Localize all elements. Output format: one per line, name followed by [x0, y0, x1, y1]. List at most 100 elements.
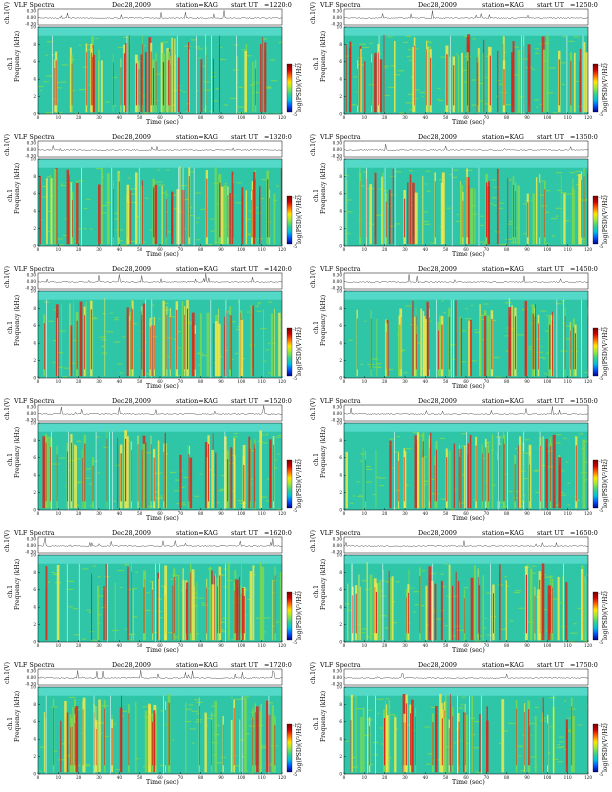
panel-date: Dec28,2009: [112, 661, 151, 669]
spectrogram-image: [38, 27, 282, 114]
x-tick-label: 80: [504, 247, 510, 252]
x-tick-label: 30: [96, 511, 102, 516]
waveform-tick-label: 0.30: [333, 8, 343, 13]
y-tick-label: 8: [33, 42, 36, 47]
x-tick-label: 60: [157, 511, 163, 516]
waveform-tick-label: 0.30: [333, 668, 343, 673]
x-tick-label: 110: [564, 247, 572, 252]
x-tick-label: 30: [402, 247, 408, 252]
y-tick-label: 6: [33, 323, 36, 328]
x-axis-label: Time (sec): [452, 383, 485, 390]
x-tick-label: 90: [218, 643, 224, 648]
waveform-strip: 0.30 0.00-0.30: [25, 404, 283, 422]
waveform-tick-label: 0.30: [333, 536, 343, 541]
x-tick-label: 100: [543, 379, 551, 384]
panel-title: VLF Spectra: [14, 529, 55, 537]
spectrogram-panel: VLF Spectra Dec28,2009 station=KAG start UT…: [306, 660, 612, 792]
y-tick-label: 10: [337, 24, 343, 29]
panel-title: VLF Spectra: [14, 265, 55, 273]
colorbar: -1 -5: [286, 459, 297, 513]
panel-date: Dec28,2009: [418, 661, 457, 669]
x-tick-label: 100: [237, 643, 245, 648]
waveform-tick-label: -0.30: [331, 285, 342, 290]
colorbar: -1 -5: [592, 195, 603, 249]
x-axis-label: Time (sec): [452, 251, 485, 258]
panel-start-ut: =1620:0: [264, 529, 292, 537]
y-tick-label: 0: [339, 507, 342, 512]
spectrogram-panel: VLF Spectra Dec28,2009 station=KAG start UT…: [0, 396, 306, 528]
waveform-strip: 0.30 0.00-0.30: [25, 536, 283, 554]
x-tick-label: 50: [137, 115, 143, 120]
x-tick-label: 50: [137, 379, 143, 384]
panel-start-label: start UT: [537, 397, 564, 405]
x-tick-label: 90: [524, 511, 530, 516]
x-tick-label: 90: [524, 643, 530, 648]
panel-start-label: start UT: [231, 265, 258, 273]
x-tick-label: 110: [258, 511, 266, 516]
x-tick-label: 20: [76, 379, 82, 384]
waveform-strip: 0.30 0.00-0.30: [331, 404, 589, 422]
x-tick-label: 60: [463, 379, 469, 384]
spectrogram-panel: VLF Spectra Dec28,2009 station=KAG start UT…: [0, 528, 306, 660]
colorbar: -1 -5: [592, 327, 603, 381]
x-axis-label: Time (sec): [452, 515, 485, 522]
x-tick-label: 90: [218, 775, 224, 780]
x-tick-label: 120: [584, 115, 592, 120]
x-tick-label: 100: [237, 115, 245, 120]
x-tick-label: 20: [382, 511, 388, 516]
y-tick-label: 4: [33, 209, 36, 214]
y-tick-label: 8: [339, 438, 342, 443]
y-tick-label: 10: [31, 684, 37, 689]
y-tick-label: 4: [339, 473, 342, 478]
x-axis-label: Time (sec): [146, 779, 179, 786]
x-tick-label: 40: [423, 247, 429, 252]
spectrogram-panel: VLF Spectra Dec28,2009 station=KAG start UT…: [0, 264, 306, 396]
x-tick-label: 60: [157, 379, 163, 384]
y-tick-label: 4: [33, 77, 36, 82]
x-tick-label: 110: [258, 115, 266, 120]
x-tick-label: 80: [198, 775, 204, 780]
x-tick-label: 110: [564, 511, 572, 516]
spectrogram-image: [38, 291, 282, 378]
panel-station: station=KAG: [176, 529, 218, 537]
colorbar-tick-label: -1: [599, 63, 603, 68]
y-tick-label: 2: [33, 754, 36, 759]
y-tick-label: 2: [339, 226, 342, 231]
panel-station: station=KAG: [482, 529, 524, 537]
x-tick-label: 0: [37, 775, 40, 780]
y-tick-label: 8: [33, 438, 36, 443]
panel-title: VLF Spectra: [320, 133, 361, 141]
panel-station: station=KAG: [176, 661, 218, 669]
x-tick-label: 50: [443, 379, 449, 384]
x-tick-label: 40: [117, 511, 123, 516]
x-tick-label: 40: [117, 643, 123, 648]
y-tick-label: 8: [33, 702, 36, 707]
x-tick-label: 70: [484, 379, 490, 384]
x-axis-label: Time (sec): [146, 251, 179, 258]
x-tick-label: 10: [362, 115, 368, 120]
x-tick-label: 120: [584, 247, 592, 252]
x-tick-label: 70: [178, 643, 184, 648]
y-tick-label: 6: [339, 323, 342, 328]
waveform-tick-label: 0.00: [333, 15, 343, 20]
x-tick-label: 10: [362, 247, 368, 252]
waveform-trace: [343, 406, 589, 415]
y-tick-label: 8: [33, 306, 36, 311]
colorbar-tick-label: -5: [293, 772, 297, 777]
waveform-trace: [343, 673, 589, 679]
colorbar-tick-label: -5: [599, 640, 603, 645]
waveform-trace: [37, 405, 283, 415]
x-tick-label: 100: [237, 247, 245, 252]
colorbar-tick-label: -5: [599, 772, 603, 777]
x-tick-label: 120: [278, 247, 286, 252]
waveform-tick-label: -0.30: [331, 549, 342, 554]
colorbar: -1 -5: [286, 723, 297, 777]
spectrogram-panel: VLF Spectra Dec28,2009 station=KAG start UT…: [0, 660, 306, 792]
panel-start-ut: =1720:0: [264, 661, 292, 669]
panel-date: Dec28,2009: [418, 265, 457, 273]
y-tick-label: 8: [33, 570, 36, 575]
x-tick-label: 110: [564, 115, 572, 120]
